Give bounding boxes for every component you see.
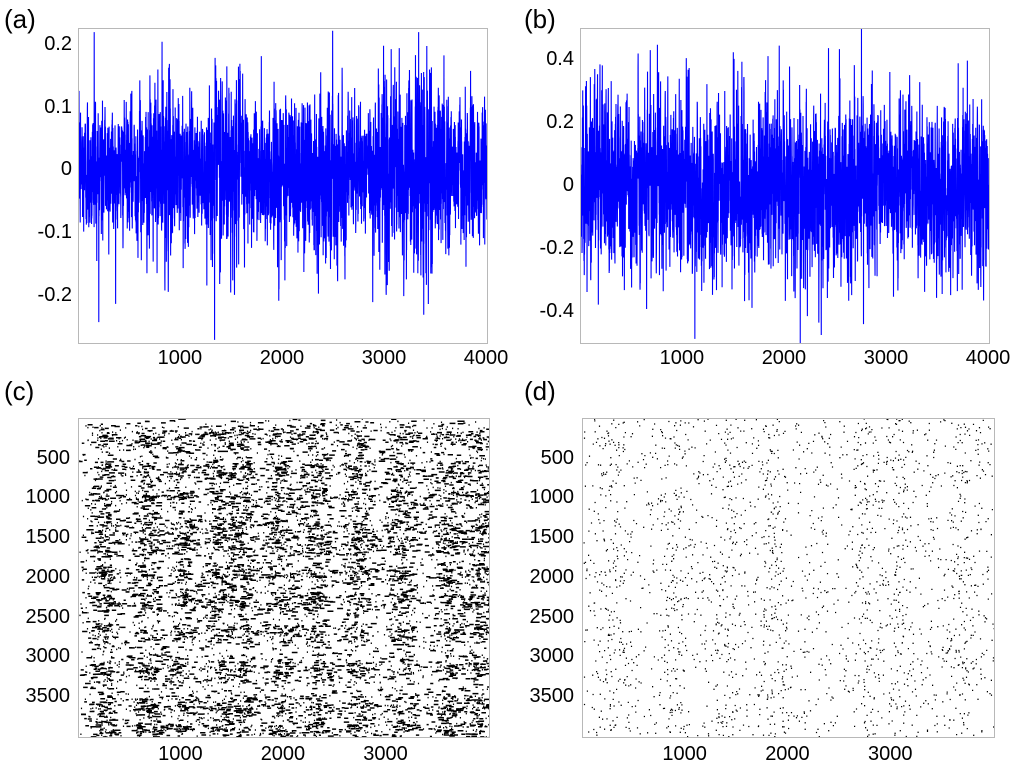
series-line-a (79, 30, 487, 340)
plot-c-axes (78, 418, 490, 738)
panel-label-c: (c) (4, 376, 35, 406)
y-tick-label-c: 3500 (25, 685, 71, 708)
panel-label-d: (d) (524, 376, 556, 406)
x-tick-label-b: 2000 (761, 347, 807, 369)
y-tick-label-c: 2500 (25, 605, 71, 628)
plot-a-axes (78, 28, 488, 344)
x-tick-label-a: 3000 (361, 347, 407, 369)
signal-b-line (581, 29, 989, 343)
x-tick-label-a: 4000 (463, 347, 509, 369)
x-tick-label-b: 1000 (659, 347, 705, 369)
x-tick-label-d: 2000 (765, 743, 810, 765)
x-tick-label-c: 1000 (158, 743, 203, 765)
y-tick-label-a: -0.1 (37, 221, 72, 244)
y-tick-label-d: 500 (540, 446, 574, 469)
recurrence-plot-c (79, 419, 489, 737)
series-line-b (581, 29, 989, 343)
panel-label-a: (a) (4, 4, 36, 34)
y-tick-label-c: 2000 (25, 565, 71, 588)
y-tick-label-a: 0 (60, 158, 72, 181)
x-tick-label-a: 1000 (157, 347, 203, 369)
recurrence-points-c (79, 419, 489, 737)
y-tick-label-d: 1500 (529, 526, 575, 549)
y-tick-label-a: 0.1 (44, 95, 72, 118)
y-tick-label-b: 0 (562, 174, 574, 196)
plot-b-axes (580, 28, 990, 344)
y-tick-label-d: 1000 (529, 486, 575, 509)
x-tick-label-d: 3000 (867, 743, 913, 765)
x-tick-label-c: 2000 (260, 743, 306, 765)
y-tick-label-b: 0.2 (546, 111, 574, 134)
plot-d-axes (582, 418, 995, 738)
y-tick-label-b: -0.4 (539, 299, 574, 322)
x-tick-label-c: 3000 (363, 743, 408, 765)
y-tick-label-c: 1000 (25, 486, 71, 509)
y-tick-label-d: 3000 (529, 645, 575, 668)
y-tick-label-d: 2500 (529, 605, 575, 628)
recurrence-plot-d (583, 419, 994, 737)
x-tick-label-b: 3000 (863, 347, 909, 369)
y-tick-label-d: 3500 (529, 685, 575, 708)
y-tick-label-b: -0.2 (539, 236, 574, 259)
x-tick-label-a: 2000 (259, 347, 305, 369)
y-tick-label-a: 0.2 (44, 32, 72, 55)
signal-a-line (79, 30, 487, 340)
x-tick-label-b: 4000 (965, 347, 1011, 369)
recurrence-points-d (583, 419, 994, 737)
y-tick-label-c: 3000 (25, 645, 71, 668)
y-tick-label-b: 0.4 (546, 48, 574, 71)
y-tick-label-a: -0.2 (37, 283, 72, 306)
y-tick-label-c: 500 (36, 446, 70, 469)
y-tick-label-d: 2000 (529, 565, 575, 588)
y-tick-label-c: 1500 (25, 526, 71, 549)
panel-label-b: (b) (524, 4, 556, 34)
x-tick-label-d: 1000 (662, 743, 707, 765)
